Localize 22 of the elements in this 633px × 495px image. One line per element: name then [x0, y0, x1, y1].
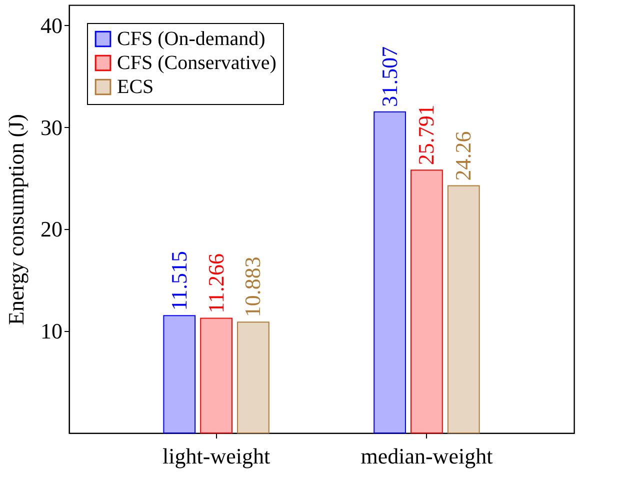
data-label: 11.266 [203, 254, 228, 314]
bar [200, 318, 232, 434]
legend-label: ECS [117, 76, 154, 98]
y-axis-title: Energy consumption (J) [4, 114, 28, 326]
data-label: 24.26 [450, 131, 476, 181]
y-tick-label: 20 [40, 216, 62, 242]
bar [163, 315, 196, 434]
y-tick-label: 40 [40, 12, 62, 38]
legend-label: CFS (On-demand) [117, 28, 266, 50]
data-label: 11.515 [166, 250, 192, 311]
data-label: 25.791 [414, 104, 439, 166]
data-label: 10.883 [240, 256, 266, 318]
bar [237, 322, 270, 434]
y-tick-label: 10 [40, 318, 62, 344]
x-tick-label: median-weight [360, 444, 493, 468]
data-label: 31.507 [376, 46, 402, 107]
y-tick-label: 30 [40, 114, 62, 140]
legend-label: CFS (Conservative) [117, 52, 276, 74]
bar [447, 185, 480, 434]
x-tick-label: light-weight [162, 444, 270, 468]
bar [410, 170, 443, 434]
bar [374, 111, 406, 434]
